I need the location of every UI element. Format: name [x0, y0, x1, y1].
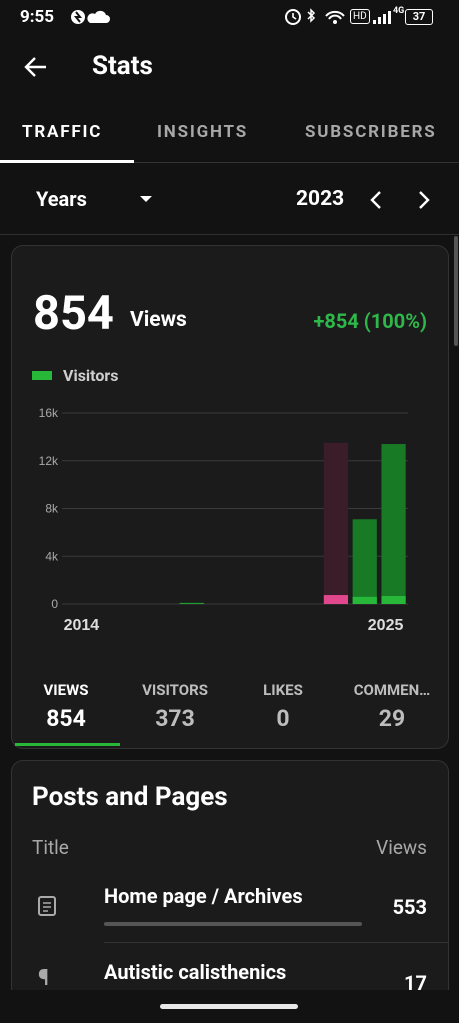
metric-tab[interactable]: LIKES — [263, 681, 303, 699]
next-button[interactable] — [416, 190, 432, 210]
metric-value: 29 — [378, 705, 406, 732]
bar — [381, 596, 406, 604]
bar — [323, 595, 349, 604]
page-icon — [38, 896, 56, 916]
summary-value: 854 — [33, 286, 114, 341]
y-tick-label: 8k — [45, 502, 59, 516]
metric-tab[interactable]: VISITORS — [142, 681, 208, 699]
summary-unit: Views — [130, 308, 187, 332]
period-year: 2023 — [296, 187, 345, 211]
tab[interactable]: INSIGHTS — [157, 122, 249, 142]
post-title[interactable]: Home page / Archives — [104, 884, 303, 908]
column-header: Views — [376, 836, 427, 859]
y-tick-label: 16k — [39, 406, 59, 420]
y-tick-label: 0 — [51, 597, 58, 611]
bar — [352, 596, 377, 604]
posts-title: Posts and Pages — [32, 782, 228, 812]
divider — [0, 234, 459, 235]
scrollbar — [454, 236, 458, 346]
bar — [179, 603, 204, 604]
metric-tab[interactable]: COMMEN… — [353, 681, 431, 699]
metric-tab[interactable]: VIEWS — [43, 681, 89, 699]
y-tick-label: 12k — [39, 454, 59, 468]
status-icons — [71, 10, 110, 24]
metric-value: 373 — [155, 705, 195, 732]
y-tick-label: 4k — [45, 549, 59, 563]
chart: 0 4k 8k 12k 16k 2014 2025 — [39, 406, 408, 634]
views-bar — [104, 922, 362, 926]
bar — [323, 442, 349, 604]
bar — [352, 519, 377, 604]
posts-card — [11, 760, 449, 990]
summary-change: +854 (100%) — [313, 309, 427, 333]
tab-indicator — [0, 160, 134, 163]
home-indicator — [160, 1004, 298, 1009]
post-views: 553 — [392, 895, 427, 919]
header-title: Stats — [92, 51, 153, 81]
tab-divider — [0, 162, 459, 163]
legend-swatch — [32, 371, 52, 380]
status-battery: 37 — [405, 9, 433, 25]
x-tick-label: 2025 — [368, 617, 404, 634]
prev-button[interactable] — [368, 190, 384, 210]
column-header: Title — [32, 836, 69, 859]
tab[interactable]: TRAFFIC — [22, 122, 103, 142]
status-network: 4G — [393, 6, 405, 16]
status-icons-right — [285, 8, 345, 25]
status-time: 9:55 — [20, 7, 55, 27]
dropdown-caret — [140, 196, 152, 202]
x-tick-label: 2014 — [64, 617, 100, 634]
post-title[interactable]: Autistic calisthenics — [104, 960, 287, 984]
signal-icon — [373, 11, 391, 24]
tab[interactable]: SUBSCRIBERS — [305, 122, 437, 142]
screen: 9:55 HD 4G 37 Stats TRAFFIC INSIGHTS SUB… — [0, 6, 459, 990]
metric-indicator — [15, 743, 120, 746]
back-button[interactable] — [24, 56, 48, 78]
stats-card — [11, 245, 449, 749]
metric-value: 854 — [46, 705, 86, 732]
bar — [381, 444, 406, 604]
row-divider — [104, 942, 448, 943]
legend-label: Visitors — [63, 366, 119, 385]
post-icon: ¶ — [38, 966, 49, 990]
metric-value: 0 — [276, 705, 290, 732]
granularity-select[interactable]: Years — [36, 187, 87, 211]
post-views: 17 — [404, 971, 427, 990]
status-hd: HD — [350, 9, 370, 24]
